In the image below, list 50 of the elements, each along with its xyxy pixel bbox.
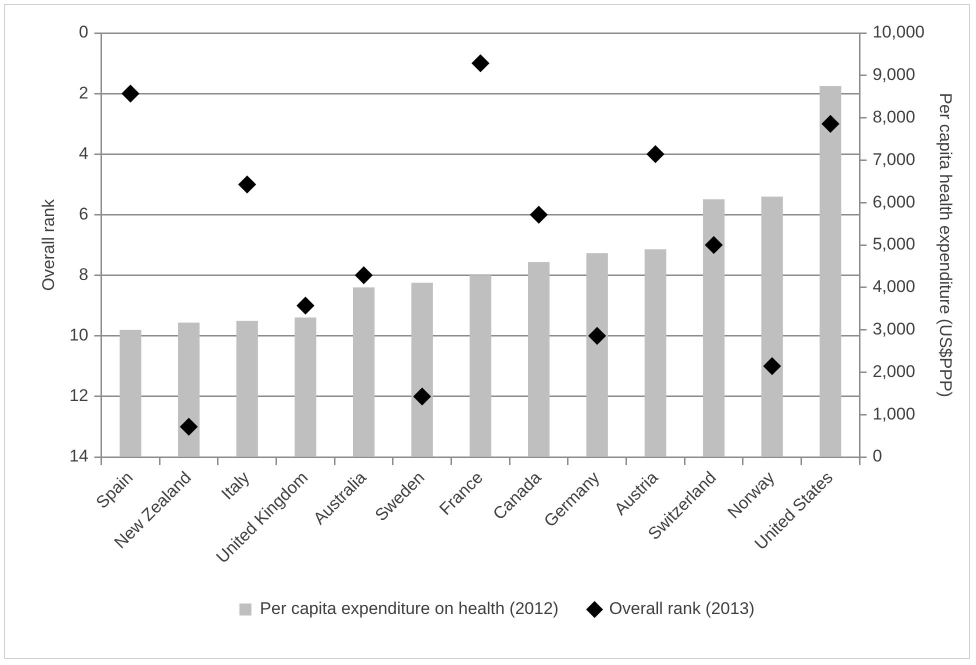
point	[763, 357, 782, 376]
point	[704, 236, 723, 254]
y-tick-label: 4	[78, 144, 88, 163]
point	[121, 84, 140, 103]
point	[530, 206, 548, 224]
bar	[294, 318, 316, 456]
y2-tick-label: 5,000	[872, 234, 916, 254]
y2-tick-label: 1,000	[872, 404, 916, 424]
bar	[120, 330, 142, 456]
y2-tick-label: 3,000	[872, 320, 916, 339]
point	[296, 296, 314, 315]
y-tick-label: 10	[69, 326, 88, 345]
point	[588, 326, 606, 345]
y-tick-label: 12	[69, 386, 88, 406]
y-tick-label: 2	[78, 83, 88, 102]
point	[413, 387, 432, 406]
y-tick-label: 8	[78, 265, 88, 284]
point	[180, 418, 198, 436]
bar	[702, 199, 725, 456]
point	[821, 114, 840, 133]
bar	[178, 322, 200, 456]
legend-label: Per capita expenditure on health (2012)	[260, 599, 559, 618]
y2-tick-label: 8,000	[872, 107, 916, 126]
y-tick-label: 0	[78, 22, 88, 42]
bar	[528, 262, 550, 456]
bar	[353, 287, 375, 456]
point	[238, 175, 256, 194]
bar	[761, 196, 783, 456]
x-tick-label: Italy	[218, 468, 254, 504]
bar	[644, 249, 666, 456]
bar	[236, 320, 258, 456]
point	[646, 145, 664, 164]
y2-tick-label: 6,000	[872, 192, 916, 212]
point	[354, 266, 373, 284]
bar	[470, 275, 492, 456]
point	[471, 54, 490, 72]
legend-label: Overall rank (2013)	[609, 599, 755, 618]
y-tick-label: 6	[78, 204, 88, 224]
y2-tick-label: 2,000	[872, 362, 916, 381]
bar	[411, 282, 433, 456]
y2-axis-title: Per capita health expenditure (US$PPP)	[936, 92, 956, 398]
y2-tick-label: 7,000	[872, 150, 916, 169]
bar	[820, 86, 842, 456]
y-axis-title: Overall rank	[38, 198, 58, 291]
y2-tick-label: 10,000	[872, 22, 925, 42]
y2-tick-label: 4,000	[872, 277, 916, 296]
y2-tick-label: 9,000	[872, 65, 916, 84]
y2-tick-label: 0	[872, 446, 882, 466]
bar	[586, 253, 608, 456]
y-tick-label: 14	[69, 446, 88, 466]
